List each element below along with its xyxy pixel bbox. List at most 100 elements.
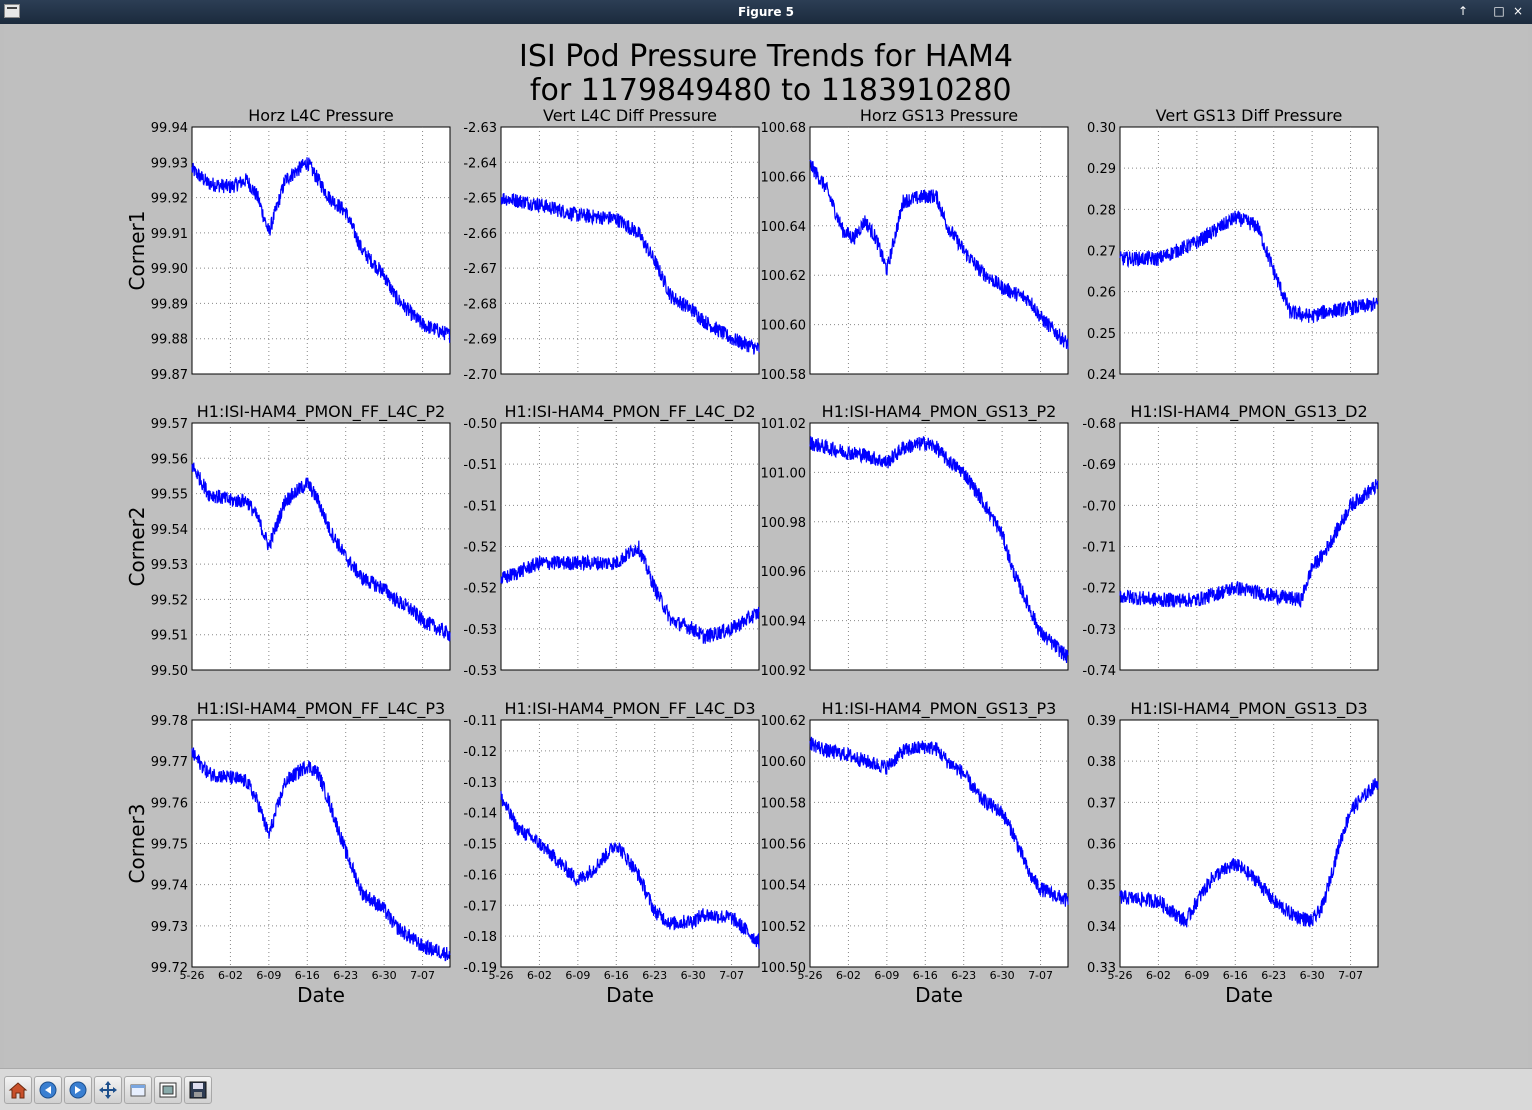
subplot-5: 99.57 99.56 99.55 99.54 99.53 99.52 99.51 99.50… — [151, 402, 451, 679]
y-tick-label: 101.00 — [761, 466, 807, 481]
close-icon[interactable]: × — [1512, 4, 1524, 18]
data-series-line — [500, 540, 760, 644]
subplot-title: H1:ISI-HAM4_PMON_GS13_P3 — [822, 699, 1057, 719]
x-tick-label: 6-16 — [295, 969, 320, 982]
x-tick-label: 5-26 — [1108, 969, 1133, 982]
y-tick-label: 100.92 — [761, 664, 807, 679]
y-tick-label: -0.52 — [463, 541, 497, 556]
plot-area — [809, 422, 1069, 671]
figure-title-line2: for 1179849480 to 1183910280 — [520, 73, 1011, 108]
y-tick-label: 99.52 — [151, 593, 188, 608]
x-tick-label: 7-07 — [1028, 969, 1053, 982]
subplot-title: Vert L4C Diff Pressure — [543, 106, 717, 125]
plot-area — [500, 126, 760, 375]
home-icon — [8, 1082, 28, 1099]
y-tick-label: -0.72 — [1082, 582, 1116, 597]
back-button[interactable] — [34, 1076, 62, 1104]
y-tick-label: 0.26 — [1087, 286, 1116, 301]
subplot-2: -2.63 -2.64 -2.65 -2.66 -2.67 -2.68 -2.69 -2.70… — [463, 106, 760, 383]
y-tick-label: -2.66 — [463, 227, 497, 242]
x-tick-label: 6-09 — [565, 969, 590, 982]
y-tick-label: 0.27 — [1087, 245, 1116, 260]
y-tick-label: -0.14 — [463, 807, 497, 822]
subplot-title: Vert GS13 Diff Pressure — [1156, 106, 1343, 125]
restore-icon[interactable]: □ — [1493, 4, 1505, 18]
y-tick-label: 0.25 — [1087, 327, 1116, 342]
x-tick-label: 5-26 — [489, 969, 514, 982]
y-tick-label: 0.29 — [1087, 162, 1116, 177]
y-tick-label: 99.54 — [151, 523, 188, 538]
data-series-line — [500, 192, 760, 355]
subplot-title: Horz GS13 Pressure — [860, 106, 1018, 125]
forward-button[interactable] — [64, 1076, 92, 1104]
x-tick-label: 6-30 — [990, 969, 1015, 982]
y-tick-label: 99.50 — [151, 664, 188, 679]
y-tick-label: 100.96 — [761, 565, 807, 580]
x-tick-label: 7-07 — [719, 969, 744, 982]
y-tick-label: 99.87 — [151, 368, 188, 383]
y-tick-label: 99.56 — [151, 452, 188, 467]
plot-area — [191, 422, 451, 671]
configure-subplots-button[interactable] — [154, 1076, 182, 1104]
data-series-line — [809, 736, 1069, 907]
x-axis-label: Date — [606, 983, 654, 1007]
subplot-1: 99.94 99.93 99.92 99.91 99.90 99.89 99.88 99.87… — [151, 106, 451, 383]
data-series-line — [191, 747, 451, 962]
x-axis-label: Date — [1225, 983, 1273, 1007]
x-tick-label: 5-26 — [180, 969, 205, 982]
data-series-line — [500, 791, 760, 949]
save-button[interactable] — [184, 1076, 212, 1104]
y-tick-label: 0.36 — [1087, 838, 1116, 853]
y-tick-label: 99.74 — [151, 879, 188, 894]
y-tick-label: -0.53 — [463, 664, 497, 679]
y-tick-label: -0.16 — [463, 868, 497, 883]
y-tick-label: 100.68 — [761, 121, 807, 136]
x-axis-label: Date — [915, 983, 963, 1007]
x-tick-label: 6-09 — [256, 969, 281, 982]
x-tick-label: 6-16 — [913, 969, 938, 982]
y-tick-label: 99.55 — [151, 488, 188, 503]
y-tick-label: 0.34 — [1087, 920, 1116, 935]
y-tick-label: 100.54 — [761, 879, 807, 894]
y-tick-label: -2.70 — [463, 368, 497, 383]
y-tick-label: 0.28 — [1087, 203, 1116, 218]
y-tick-label: -2.67 — [463, 262, 497, 277]
y-tick-label: 100.64 — [761, 220, 807, 235]
subplot-11: 100.62 100.60 100.58 100.56 100.54 100.52 100.… — [761, 699, 1069, 1007]
y-tick-label: -0.17 — [463, 899, 497, 914]
pan-button[interactable] — [94, 1076, 122, 1104]
y-tick-label: -2.65 — [463, 192, 497, 207]
y-tick-label: 0.33 — [1087, 961, 1116, 976]
x-tick-label: 6-09 — [1184, 969, 1209, 982]
y-tick-label: -0.71 — [1082, 541, 1116, 556]
navigation-toolbar — [0, 1068, 1532, 1110]
data-series-line — [809, 159, 1069, 350]
x-tick-label: 6-09 — [874, 969, 899, 982]
subplot-title: Horz L4C Pressure — [248, 106, 394, 125]
subplot-4: 0.30 0.29 0.28 0.27 0.26 0.25 0.24 Vert GS13 Di… — [1087, 106, 1379, 383]
maximize-up-icon[interactable]: ↑ — [1457, 4, 1469, 18]
forward-arrow-icon — [69, 1081, 87, 1099]
y-tick-label: 99.73 — [151, 920, 188, 935]
window-title: Figure 5 — [737, 5, 795, 19]
zoom-button[interactable] — [124, 1076, 152, 1104]
zoom-rect-icon — [130, 1084, 146, 1097]
y-tick-label: 99.94 — [151, 121, 188, 136]
y-tick-label: -2.69 — [463, 333, 497, 348]
y-tick-label: 0.39 — [1087, 714, 1116, 729]
y-tick-label: 100.50 — [761, 961, 807, 976]
y-tick-label: 99.77 — [151, 755, 188, 770]
y-tick-label: 100.52 — [761, 920, 807, 935]
y-tick-label: 100.60 — [761, 319, 807, 334]
y-tick-label: -2.63 — [463, 121, 497, 136]
row-label-2: Corner2 — [125, 507, 149, 587]
home-button[interactable] — [4, 1076, 32, 1104]
x-axis-label: Date — [297, 983, 345, 1007]
data-series-line — [1119, 210, 1379, 323]
x-tick-label: 7-07 — [1338, 969, 1363, 982]
y-tick-label: -0.73 — [1082, 623, 1116, 638]
x-tick-label: 6-30 — [1300, 969, 1325, 982]
figure-canvas[interactable]: ISI Pod Pressure Trends for HAM4 for 117… — [4, 24, 1528, 1068]
y-tick-label: -0.70 — [1082, 499, 1116, 514]
window-menu-icon[interactable] — [4, 4, 20, 18]
